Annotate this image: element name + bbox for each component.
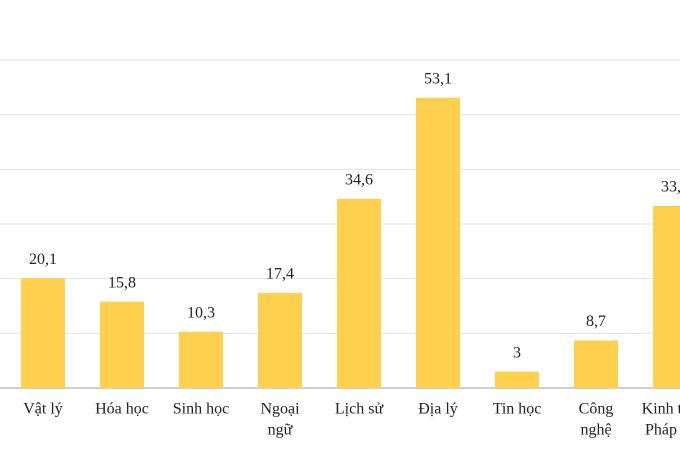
bar bbox=[495, 371, 539, 388]
bar bbox=[179, 331, 223, 388]
x-tick-label: Ngoại bbox=[260, 401, 300, 418]
x-tick-label: Lịch sử bbox=[335, 401, 385, 418]
bar bbox=[100, 301, 144, 388]
bar bbox=[258, 292, 302, 388]
bar bbox=[21, 278, 65, 388]
bar bbox=[337, 198, 381, 388]
value-label: 10,3 bbox=[187, 304, 215, 321]
value-label: 8,7 bbox=[586, 313, 606, 330]
value-label: 53,1 bbox=[424, 70, 452, 87]
value-label: 15,8 bbox=[108, 274, 136, 291]
value-label: 20,1 bbox=[29, 251, 57, 268]
x-tick-label: Công bbox=[579, 401, 614, 418]
x-tick-label: ngữ bbox=[268, 422, 294, 439]
value-label: 17,4 bbox=[266, 266, 294, 283]
value-label: 34,6 bbox=[345, 172, 373, 189]
x-tick-label: Kinh tế và bbox=[642, 401, 680, 418]
bar bbox=[653, 205, 680, 388]
x-tick-label: Tin học bbox=[493, 401, 542, 418]
x-tick-label: Hóa học bbox=[95, 401, 149, 418]
x-tick-label: Pháp luật bbox=[645, 422, 680, 439]
x-tick-label: Sinh học bbox=[173, 401, 229, 418]
value-label: 33,3 bbox=[661, 179, 680, 196]
bar bbox=[574, 340, 618, 388]
bar bbox=[416, 97, 460, 388]
x-tick-label: nghệ bbox=[580, 422, 611, 439]
x-tick-label: Địa lý bbox=[418, 401, 458, 418]
value-label: 3 bbox=[513, 344, 521, 361]
x-tick-label: Vật lý bbox=[23, 401, 63, 418]
